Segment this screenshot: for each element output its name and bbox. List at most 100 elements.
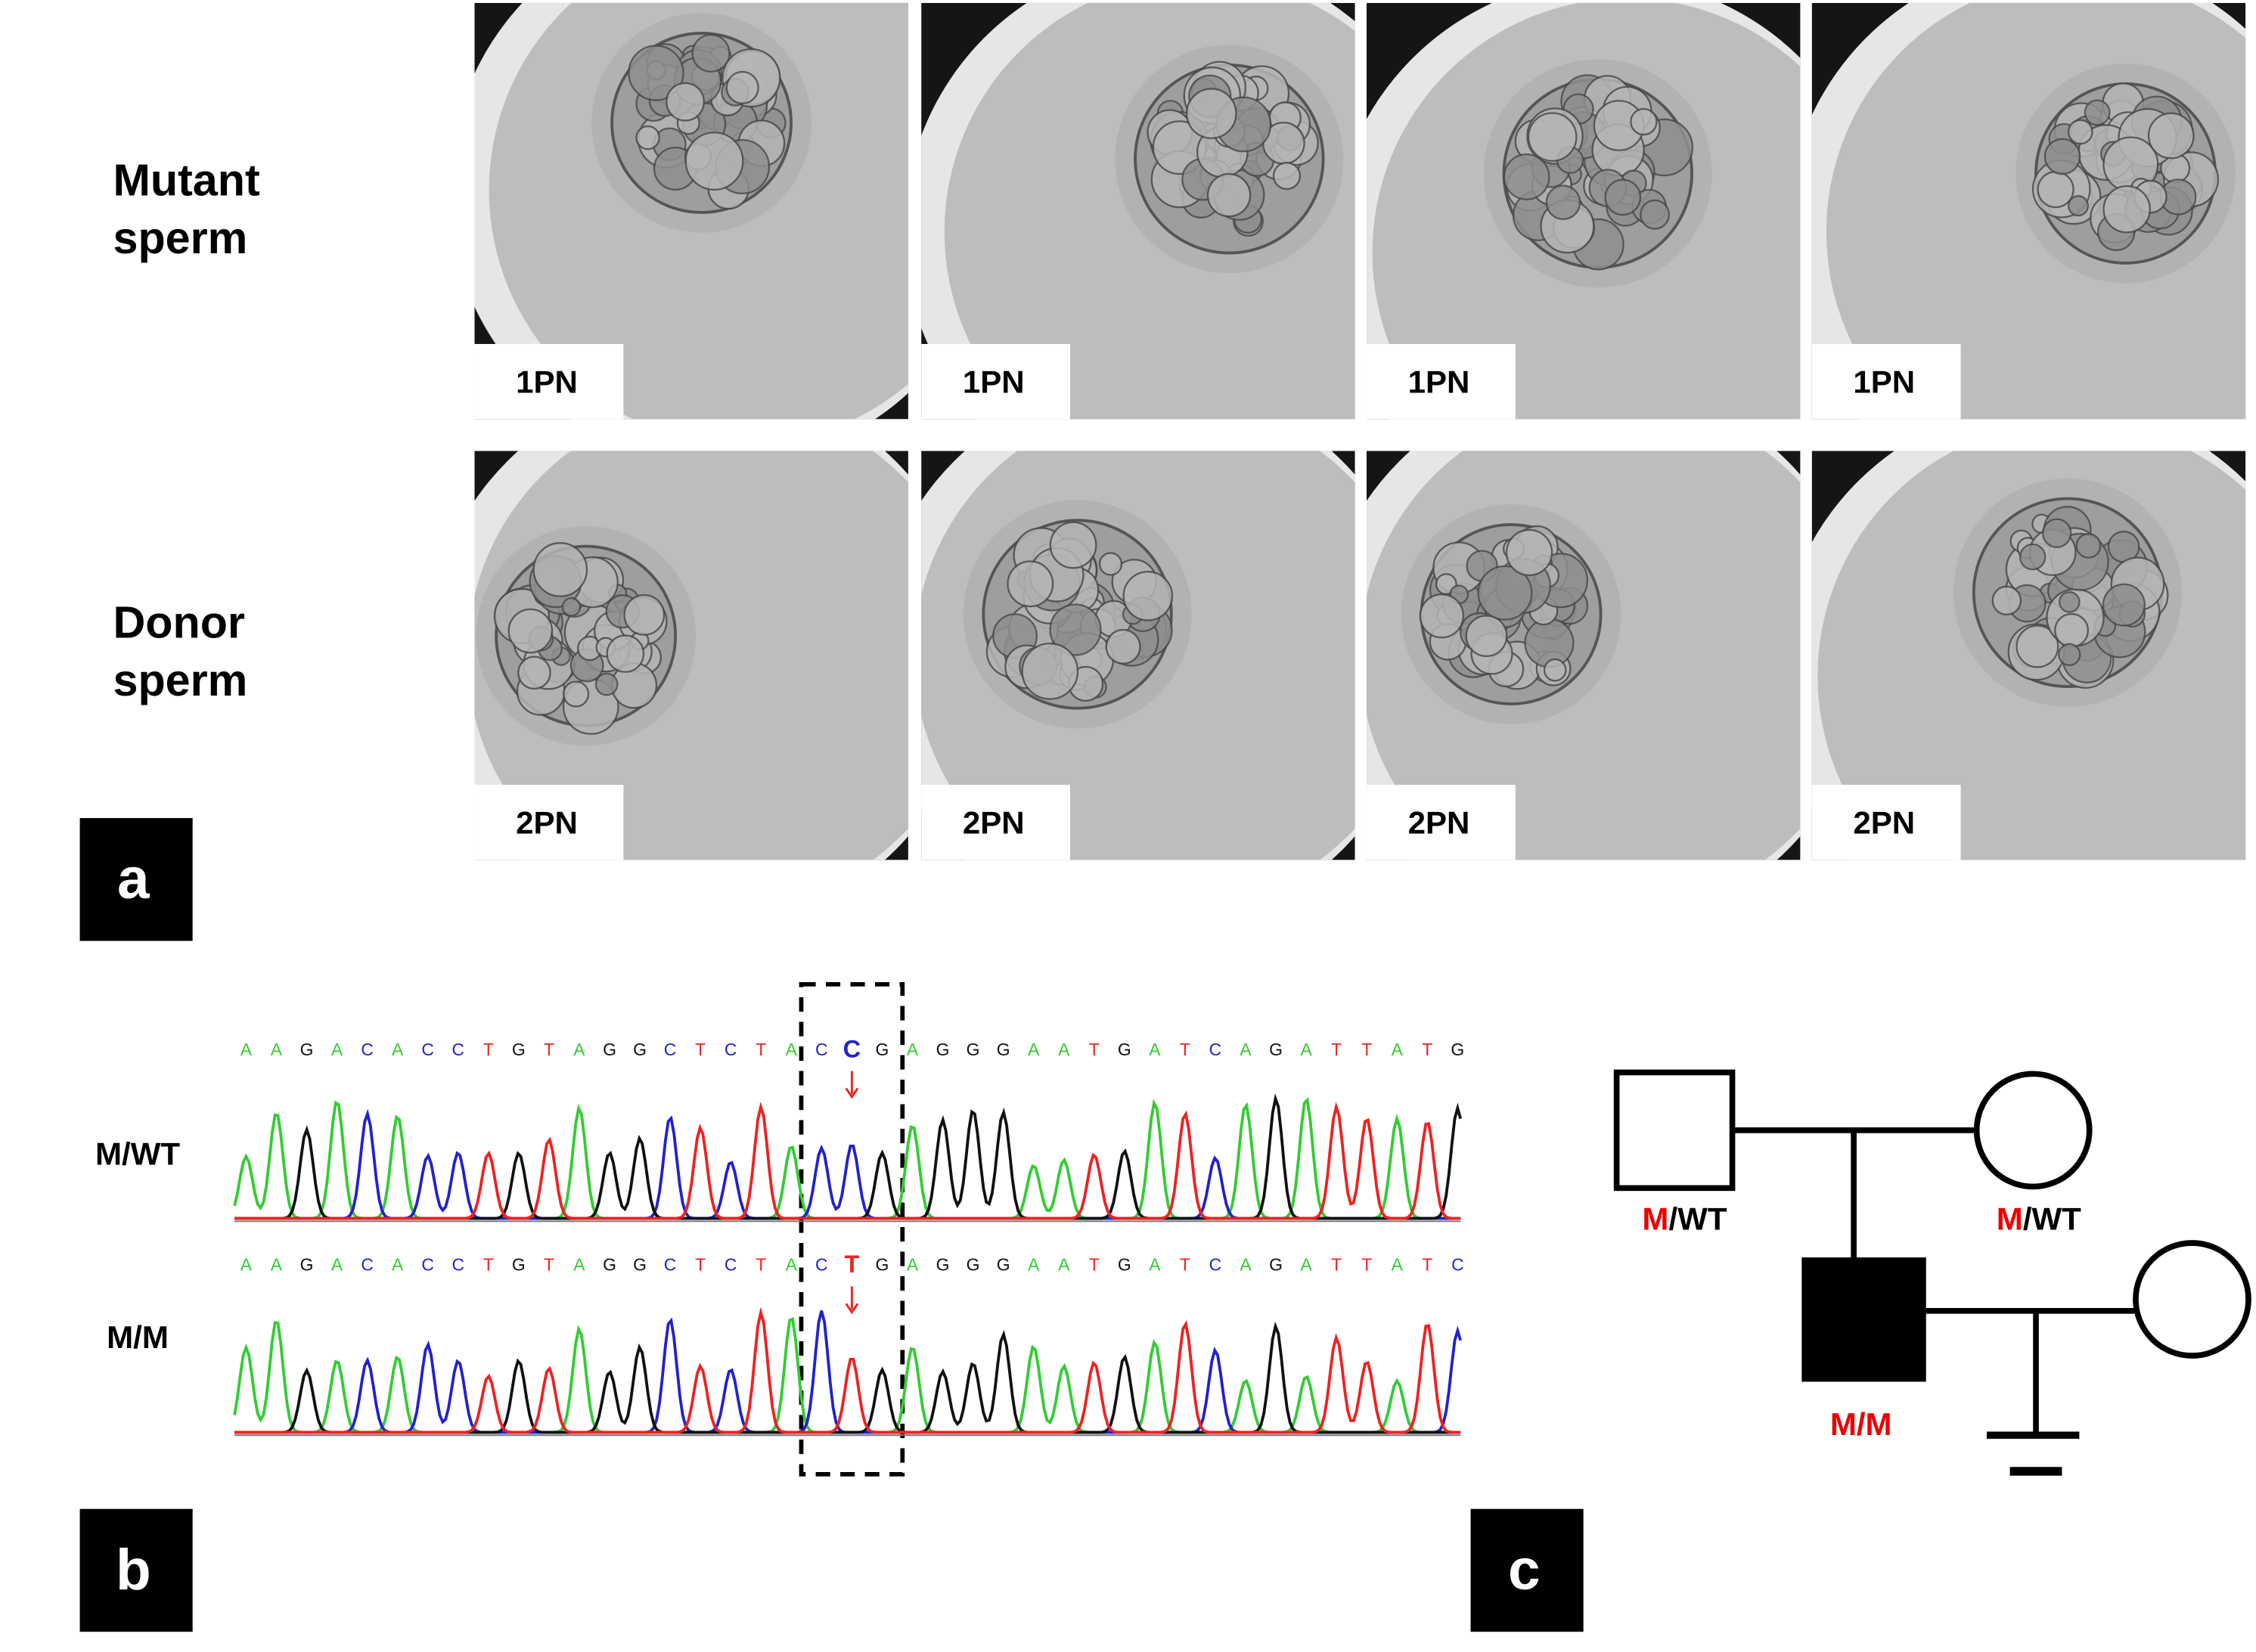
base: A: [1149, 1040, 1161, 1059]
stage-label: 2PN: [1853, 805, 1915, 841]
panel-label-box: [79, 817, 193, 941]
stage-label: 1PN: [516, 364, 578, 400]
base: T: [544, 1040, 554, 1059]
cell: [1640, 199, 1671, 230]
base: C: [421, 1040, 434, 1059]
cell: [2067, 195, 2090, 217]
base: G: [512, 1255, 526, 1275]
allele: M: [1642, 1201, 1668, 1236]
cell: [2147, 112, 2195, 160]
cell: [1098, 552, 1123, 576]
base: T: [1089, 1255, 1100, 1275]
panel-label: b: [116, 1538, 151, 1602]
base: A: [1300, 1040, 1312, 1059]
cell: [563, 680, 590, 708]
base: C: [1451, 1255, 1464, 1275]
trace: [234, 1306, 1461, 1434]
label-box: [474, 785, 624, 860]
base: T: [756, 1040, 766, 1059]
panel-label-box: [1470, 1508, 1584, 1632]
base: G: [603, 1255, 616, 1275]
trace: [234, 1101, 1461, 1220]
cell: [2054, 612, 2090, 648]
base: G: [512, 1040, 526, 1059]
micrograph: 2PN: [1811, 451, 2246, 860]
base: C: [1209, 1255, 1222, 1275]
cell: [1991, 585, 2022, 616]
cell: [2067, 119, 2093, 145]
base: G: [1269, 1040, 1283, 1059]
base: A: [573, 1040, 585, 1059]
cell: [2016, 625, 2059, 668]
base: T: [1422, 1040, 1432, 1059]
allele: /WT: [1668, 1201, 1727, 1236]
base: A: [392, 1255, 404, 1275]
base: A: [1392, 1255, 1404, 1275]
stage-label: 2PN: [1408, 805, 1470, 841]
cell: [2102, 184, 2151, 234]
base: G: [603, 1040, 616, 1059]
stage-label: 2PN: [516, 805, 578, 841]
cell: [1604, 178, 1642, 216]
base: C: [421, 1255, 434, 1275]
cell: [725, 70, 759, 104]
variant-base: C: [843, 1035, 861, 1062]
cell: [1477, 565, 1533, 621]
base: A: [392, 1040, 404, 1059]
highlight-box: [799, 981, 905, 1477]
label-box: [1366, 343, 1516, 420]
base: A: [573, 1255, 585, 1275]
cell: [1049, 603, 1102, 656]
base: G: [1118, 1040, 1131, 1059]
stage-label: 1PN: [1853, 364, 1915, 400]
cell: [1007, 560, 1054, 608]
cell: [1122, 570, 1174, 621]
cell: [1524, 618, 1575, 668]
base: G: [967, 1255, 980, 1275]
label-box: [921, 343, 1071, 420]
base: A: [271, 1255, 283, 1275]
row-label: Mutant: [113, 154, 260, 205]
cell: [684, 132, 744, 191]
cell: [1206, 172, 1252, 218]
row-label: sperm: [113, 212, 248, 263]
base: T: [483, 1040, 494, 1059]
base: C: [815, 1040, 828, 1059]
base: T: [1331, 1040, 1342, 1059]
base: C: [815, 1255, 828, 1275]
label-box: [921, 785, 1071, 860]
cell: [628, 45, 684, 101]
base: G: [300, 1040, 314, 1059]
cell: [2084, 99, 2111, 126]
base: G: [936, 1255, 950, 1275]
base: G: [997, 1040, 1010, 1059]
wife: [2133, 1240, 2251, 1359]
cell: [1272, 161, 1302, 191]
base: A: [1028, 1040, 1040, 1059]
base: C: [664, 1255, 677, 1275]
variant-base: T: [844, 1251, 859, 1278]
cell: [1049, 521, 1097, 569]
base: C: [664, 1040, 677, 1059]
cell: [561, 597, 582, 617]
cell: [2041, 518, 2072, 548]
proband: [1801, 1257, 1926, 1382]
trace: [234, 1108, 1461, 1220]
base: T: [695, 1040, 706, 1059]
cell: [2075, 532, 2102, 559]
micrograph: 2PN: [1366, 451, 1801, 860]
base: A: [1240, 1255, 1252, 1275]
base: T: [1180, 1040, 1190, 1059]
cell: [606, 634, 645, 673]
base: A: [1058, 1255, 1070, 1275]
base: C: [1209, 1040, 1222, 1059]
cell: [1105, 628, 1141, 665]
cell: [1021, 643, 1079, 700]
genotype-label: M/WT: [1642, 1201, 1727, 1236]
cell: [623, 594, 666, 636]
base: T: [544, 1255, 554, 1275]
base: A: [1300, 1255, 1312, 1275]
base: T: [1180, 1255, 1190, 1275]
label-box: [1811, 785, 1961, 860]
